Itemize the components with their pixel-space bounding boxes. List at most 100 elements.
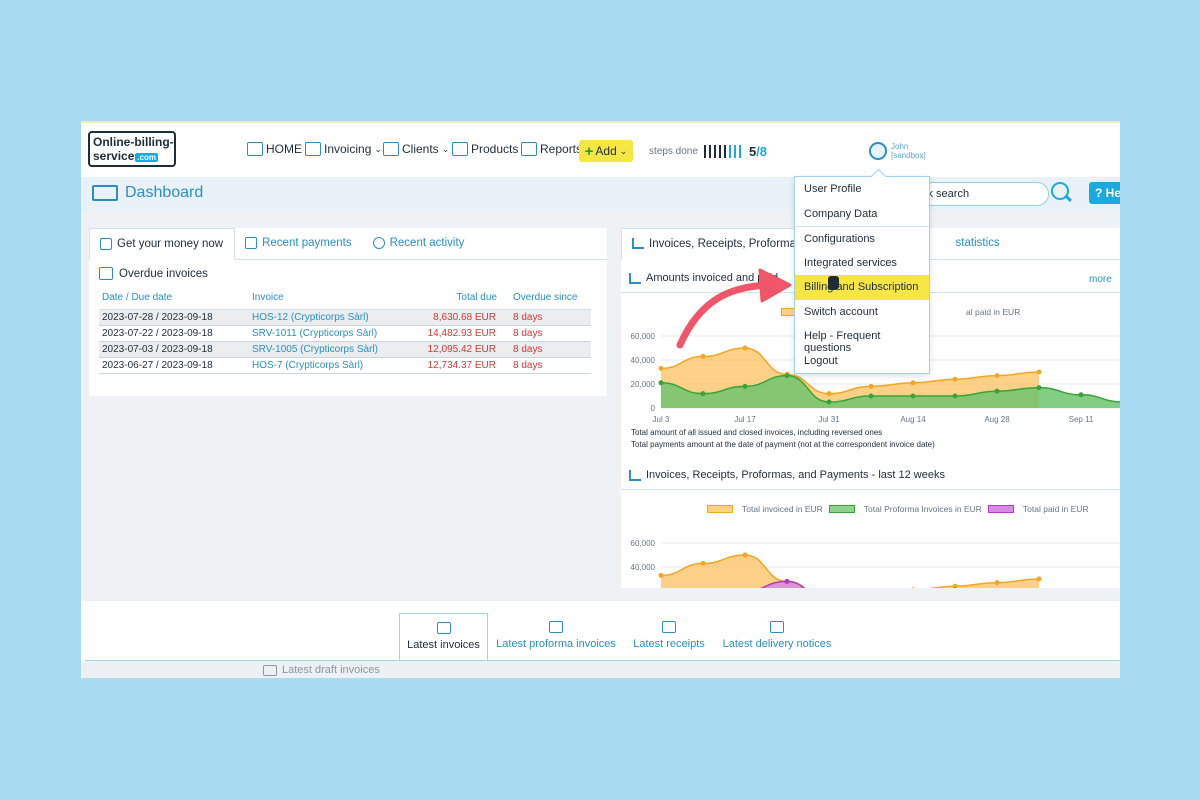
menu-item-integrated-services[interactable]: Integrated services bbox=[804, 256, 897, 269]
tab-get-your-money-now[interactable]: Get your money now bbox=[89, 228, 236, 260]
nav-clients[interactable]: Clients ⌄ bbox=[383, 142, 449, 156]
data-point[interactable] bbox=[700, 391, 706, 397]
tab-latest-receipts[interactable]: Latest receipts bbox=[629, 613, 709, 660]
data-point[interactable] bbox=[658, 380, 664, 386]
user-env: [sandbox] bbox=[891, 151, 926, 160]
menu-item-logout[interactable]: Logout bbox=[804, 354, 838, 367]
nav-products[interactable]: Products bbox=[452, 142, 518, 156]
data-point[interactable] bbox=[826, 399, 832, 405]
nav-reports[interactable]: Reports bbox=[521, 142, 582, 156]
tab-recent-payments[interactable]: Recent payments bbox=[235, 228, 363, 259]
data-point[interactable] bbox=[1036, 385, 1042, 391]
column-header: Date / Due date bbox=[99, 288, 249, 310]
menu-item-switch-account[interactable]: Switch account bbox=[804, 305, 878, 318]
nav-home[interactable]: HOME bbox=[247, 142, 302, 156]
data-point[interactable] bbox=[658, 365, 664, 371]
tab-label: statistics bbox=[955, 237, 1000, 249]
page-title: Dashboard bbox=[125, 184, 204, 201]
table-cell-total: 12,734.37 EUR bbox=[419, 357, 499, 374]
add-button[interactable]: + Add ⌄ bbox=[579, 140, 633, 162]
x-tick-label: Jul 31 bbox=[818, 415, 840, 424]
divider bbox=[85, 660, 1120, 661]
data-point[interactable] bbox=[742, 345, 748, 351]
chart-icon bbox=[629, 272, 641, 284]
steps-progress[interactable]: steps done 5/8 bbox=[649, 144, 767, 159]
data-point[interactable] bbox=[784, 578, 790, 584]
chart1-note: Total payments amount at the date of pay… bbox=[631, 440, 935, 449]
tab-label: Latest receipts bbox=[633, 638, 705, 650]
data-point[interactable] bbox=[910, 393, 916, 399]
quick-search-input[interactable]: ck search bbox=[921, 182, 1049, 206]
data-point[interactable] bbox=[868, 393, 874, 399]
data-point[interactable] bbox=[953, 587, 958, 588]
data-point[interactable] bbox=[910, 380, 916, 386]
receipt-icon bbox=[662, 621, 676, 633]
chart1-title: Amounts invoiced and paidt bbox=[629, 272, 807, 284]
user-menu-trigger[interactable]: John [sandbox] bbox=[869, 142, 926, 160]
menu-item-company-data[interactable]: Company Data bbox=[804, 207, 878, 220]
data-point[interactable] bbox=[994, 388, 1000, 394]
nav-reports-label: Reports bbox=[540, 142, 583, 156]
tab-statistics[interactable]: statistics bbox=[946, 228, 1010, 259]
menu-item-user-profile[interactable]: User Profile bbox=[804, 183, 862, 195]
data-point[interactable] bbox=[1078, 392, 1084, 398]
tab-latest-drafts[interactable]: Latest draft invoices bbox=[263, 664, 380, 676]
tab-invoices-receipts[interactable]: Invoices, Receipts, Proformas, a bbox=[621, 228, 826, 260]
data-point[interactable] bbox=[742, 552, 748, 558]
table-cell-invoice[interactable]: HOS-12 (Crypticorps Sàrl) bbox=[249, 309, 419, 326]
more-link[interactable]: more bbox=[1089, 274, 1112, 285]
search-icon[interactable] bbox=[1051, 182, 1069, 200]
column-header: Invoice bbox=[249, 288, 419, 310]
chart2-title-text: Invoices, Receipts, Proformas, and Payme… bbox=[646, 469, 945, 481]
tab-label: Latest delivery notices bbox=[722, 638, 832, 650]
x-tick-label: Jul 3 bbox=[653, 415, 670, 424]
data-point[interactable] bbox=[658, 572, 664, 578]
products-icon bbox=[452, 142, 468, 156]
table-cell-total: 8,630.68 EUR bbox=[419, 309, 499, 326]
tab-recent-activity[interactable]: Recent activity bbox=[363, 228, 476, 259]
avatar bbox=[869, 142, 887, 160]
table-cell-overdue: 8 days bbox=[499, 325, 591, 342]
menu-item-billing-subscription[interactable]: Billing and Subscription bbox=[795, 275, 929, 300]
data-point[interactable] bbox=[952, 583, 958, 588]
logo[interactable]: Online-billing- service .com bbox=[88, 131, 176, 167]
data-point[interactable] bbox=[911, 587, 916, 588]
dashboard-icon bbox=[92, 185, 118, 201]
app-window: Online-billing- service .com HOME Invoici… bbox=[81, 121, 1120, 678]
legend-label: al paid in EUR bbox=[966, 307, 1021, 317]
drafts-bar: Latest draft invoices bbox=[81, 661, 1120, 678]
help-button[interactable]: ? He bbox=[1089, 182, 1120, 204]
data-point[interactable] bbox=[1036, 576, 1042, 582]
data-point[interactable] bbox=[826, 391, 832, 397]
menu-item-help[interactable]: Help - Frequent questions bbox=[804, 330, 881, 354]
data-point[interactable] bbox=[742, 383, 748, 389]
table-row: 2023-07-28 / 2023-09-18 HOS-12 (Crypticor… bbox=[99, 309, 591, 326]
chart-icon bbox=[632, 238, 644, 249]
data-point[interactable] bbox=[868, 383, 874, 389]
data-point[interactable] bbox=[700, 560, 706, 566]
chart2-legend: Total invoiced in EUR Total Proforma Inv… bbox=[707, 504, 1089, 514]
table-cell-invoice[interactable]: HOS-7 (Crypticorps Sàrl) bbox=[249, 357, 419, 374]
data-point[interactable] bbox=[1036, 369, 1042, 375]
tab-label: Recent payments bbox=[262, 237, 352, 249]
y-tick-label: 60,000 bbox=[631, 332, 656, 341]
nav-invoicing[interactable]: Invoicing ⌄ bbox=[305, 142, 382, 156]
draft-icon bbox=[263, 664, 277, 676]
home-icon bbox=[247, 142, 263, 156]
data-point[interactable] bbox=[994, 580, 1000, 586]
series-line bbox=[660, 554, 1040, 588]
data-point[interactable] bbox=[952, 393, 958, 399]
menu-item-configurations[interactable]: Configurations bbox=[795, 226, 929, 251]
tab-latest-invoices[interactable]: Latest invoices bbox=[399, 613, 488, 660]
money-icon bbox=[100, 238, 112, 250]
data-point[interactable] bbox=[952, 376, 958, 382]
hand-cursor-icon bbox=[828, 276, 839, 290]
table-cell-invoice[interactable]: SRV-1011 (Crypticorps Sàrl) bbox=[249, 325, 419, 342]
data-point[interactable] bbox=[700, 353, 706, 359]
tab-latest-proforma[interactable]: Latest proforma invoices bbox=[493, 613, 619, 660]
overdue-heading: Overdue invoices bbox=[89, 260, 607, 280]
tab-latest-delivery[interactable]: Latest delivery notices bbox=[721, 613, 833, 660]
data-point[interactable] bbox=[784, 373, 790, 379]
table-cell-invoice[interactable]: SRV-1005 (Crypticorps Sàrl) bbox=[249, 341, 419, 358]
data-point[interactable] bbox=[994, 373, 1000, 379]
